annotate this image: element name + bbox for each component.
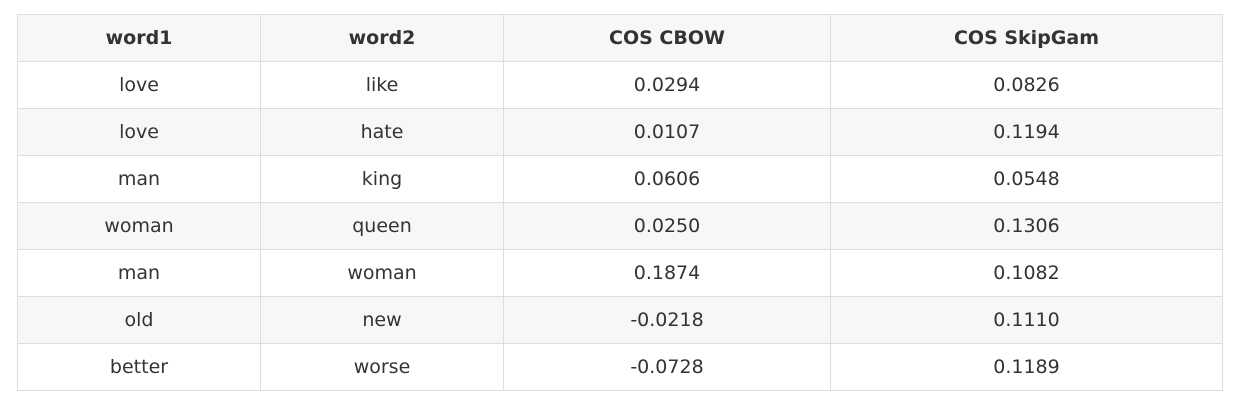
table-row: man king 0.0606 0.0548: [17, 155, 1223, 203]
table-row: old new -0.0218 0.1110: [17, 296, 1223, 344]
table-row: love hate 0.0107 0.1194: [17, 108, 1223, 156]
cell-cos-skipgam: 0.1189: [830, 343, 1223, 391]
cell-cos-skipgam: 0.1110: [830, 296, 1223, 344]
cell-word1: man: [17, 155, 261, 203]
cell-cos-cbow: -0.0218: [503, 296, 831, 344]
similarity-table-container: word1 word2 COS CBOW COS SkipGam love li…: [17, 14, 1223, 391]
table-row: better worse -0.0728 0.1189: [17, 343, 1223, 391]
header-cos-skipgam: COS SkipGam: [830, 14, 1223, 62]
cell-word1: love: [17, 108, 261, 156]
cell-cos-skipgam: 0.1082: [830, 249, 1223, 297]
cell-word1: love: [17, 61, 261, 109]
table-header: word1 word2 COS CBOW COS SkipGam: [17, 14, 1223, 62]
header-row: word1 word2 COS CBOW COS SkipGam: [17, 14, 1223, 62]
header-word1: word1: [17, 14, 261, 62]
cell-word1: woman: [17, 202, 261, 250]
cell-cos-cbow: 0.0250: [503, 202, 831, 250]
cell-cos-cbow: 0.0294: [503, 61, 831, 109]
cell-cos-skipgam: 0.0826: [830, 61, 1223, 109]
header-cos-cbow: COS CBOW: [503, 14, 831, 62]
cell-cos-skipgam: 0.1194: [830, 108, 1223, 156]
cell-cos-cbow: 0.0107: [503, 108, 831, 156]
cell-cos-cbow: -0.0728: [503, 343, 831, 391]
cell-word2: woman: [260, 249, 504, 297]
cell-cos-cbow: 0.0606: [503, 155, 831, 203]
cell-cos-skipgam: 0.1306: [830, 202, 1223, 250]
cell-word1: better: [17, 343, 261, 391]
cell-word1: old: [17, 296, 261, 344]
cell-word2: king: [260, 155, 504, 203]
header-word2: word2: [260, 14, 504, 62]
cell-word2: new: [260, 296, 504, 344]
cell-word1: man: [17, 249, 261, 297]
table-row: love like 0.0294 0.0826: [17, 61, 1223, 109]
cell-cos-cbow: 0.1874: [503, 249, 831, 297]
cell-cos-skipgam: 0.0548: [830, 155, 1223, 203]
cell-word2: worse: [260, 343, 504, 391]
table-body: love like 0.0294 0.0826 love hate 0.0107…: [17, 61, 1223, 391]
cell-word2: like: [260, 61, 504, 109]
table-row: man woman 0.1874 0.1082: [17, 249, 1223, 297]
cell-word2: queen: [260, 202, 504, 250]
table-row: woman queen 0.0250 0.1306: [17, 202, 1223, 250]
similarity-table: word1 word2 COS CBOW COS SkipGam love li…: [17, 14, 1223, 391]
cell-word2: hate: [260, 108, 504, 156]
